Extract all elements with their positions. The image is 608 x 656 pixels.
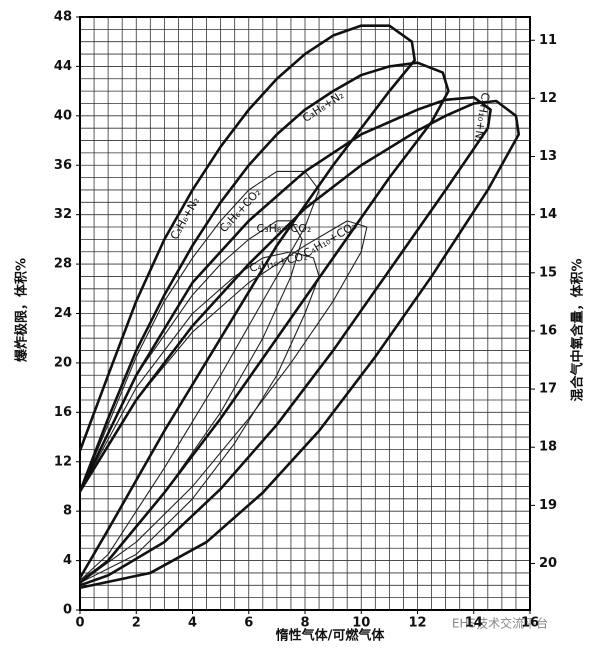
x-tick-label: 16	[521, 616, 539, 631]
y2-tick-label: 17	[539, 382, 557, 397]
y-tick-label: 24	[54, 306, 72, 321]
y-tick-label: 0	[63, 603, 72, 618]
curve	[78, 96, 492, 587]
series-label: C₄H₁₀+CO₂	[248, 249, 309, 274]
y2-tick-label: 20	[539, 556, 557, 571]
curve	[79, 170, 320, 581]
y-tick-label: 36	[54, 158, 72, 173]
x-tick-label: 10	[352, 616, 370, 631]
y2-tick-label: 16	[539, 323, 557, 338]
curve	[78, 99, 521, 590]
y-tick-label: 12	[54, 454, 72, 469]
curve	[79, 251, 320, 584]
y2-tick-label: 18	[539, 440, 557, 455]
x-tick-label: 0	[75, 616, 84, 631]
y-tick-label: 16	[54, 405, 72, 420]
curve	[79, 220, 303, 581]
x-tick-label: 6	[244, 616, 253, 631]
x-tick-label: 14	[465, 616, 483, 631]
y2-tick-label: 19	[539, 498, 557, 513]
y-tick-label: 4	[63, 553, 72, 568]
y-tick-label: 44	[54, 59, 72, 74]
y-tick-label: 32	[54, 207, 72, 222]
curve	[79, 220, 368, 584]
y2-tick-label: 13	[539, 149, 557, 164]
curve	[78, 24, 416, 579]
y-axis-label: 爆炸极限，体积%	[14, 258, 30, 362]
y2-tick-label: 11	[539, 33, 557, 48]
y2-tick-label: 14	[539, 207, 557, 222]
y-tick-label: 20	[54, 355, 72, 370]
x-tick-label: 8	[300, 616, 309, 631]
x-tick-label: 2	[132, 616, 141, 631]
watermark: EHS技术交流平台	[452, 616, 548, 631]
y-tick-label: 48	[54, 10, 72, 25]
x-tick-label: 4	[188, 616, 197, 631]
series-label: C₃H₈+N₂	[300, 88, 346, 125]
y2-tick-label: 12	[539, 91, 557, 106]
x-tick-label: 12	[408, 616, 426, 631]
curve	[78, 61, 450, 584]
y-tick-label: 28	[54, 257, 72, 272]
x-axis-label: 惰性气体/可燃气体	[276, 628, 386, 644]
y2-tick-label: 15	[539, 265, 557, 280]
y2-axis-label: 混合气中氧含量，体积%	[570, 258, 586, 401]
y-tick-label: 40	[54, 108, 72, 123]
y-tick-label: 8	[63, 504, 72, 519]
